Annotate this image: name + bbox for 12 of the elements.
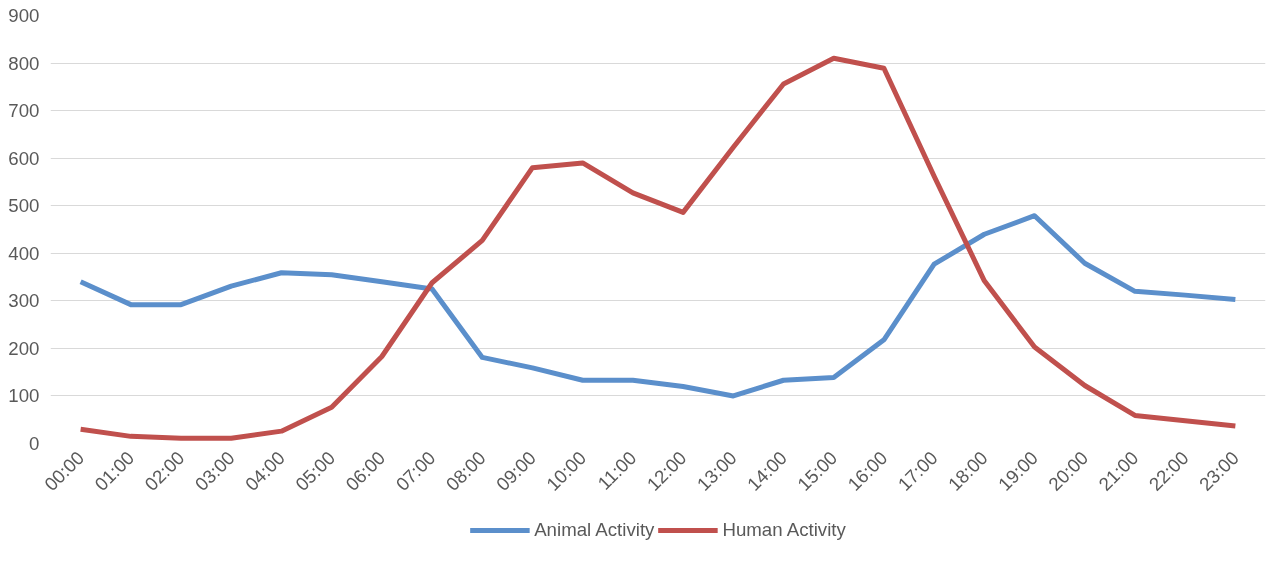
y-tick-label: 300 bbox=[8, 290, 40, 312]
y-tick-label: 600 bbox=[8, 147, 40, 169]
legend-label: Animal Activity bbox=[534, 519, 655, 541]
y-tick-label: 0 bbox=[29, 433, 40, 454]
y-tick-label: 800 bbox=[8, 52, 40, 74]
y-tick-label: 500 bbox=[8, 195, 40, 217]
y-tick-label: 100 bbox=[8, 385, 40, 407]
y-tick-label: 900 bbox=[8, 5, 40, 26]
y-tick-label: 700 bbox=[8, 100, 40, 122]
y-tick-label: 400 bbox=[8, 242, 40, 264]
legend-label: Human Activity bbox=[722, 519, 846, 541]
y-tick-label: 200 bbox=[8, 337, 40, 359]
